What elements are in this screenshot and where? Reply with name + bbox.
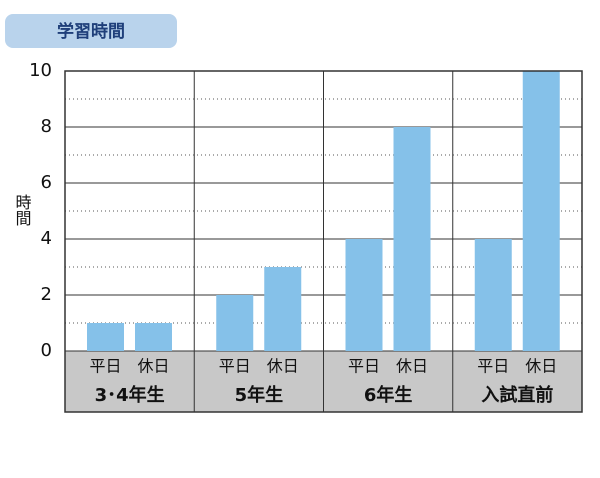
bar [87, 323, 124, 351]
bar [522, 71, 560, 351]
bar [474, 239, 512, 351]
title-box [5, 14, 177, 48]
x-tick-label: 入試直前 [481, 384, 553, 406]
series-label: 平日 [477, 357, 509, 376]
y-tick-label: 10 [29, 60, 52, 81]
bar [345, 239, 383, 351]
y-tick-label: 6 [41, 172, 52, 193]
bar [216, 295, 254, 351]
y-tick-label: 8 [41, 116, 52, 137]
y-tick-label: 0 [41, 340, 52, 361]
x-tick-label: 3･4年生 [95, 384, 165, 406]
chart-title: 学習時間 [57, 21, 125, 42]
bar [135, 323, 172, 351]
series-label: 休日 [267, 357, 299, 376]
series-label: 休日 [137, 357, 169, 376]
x-tick-label: 5年生 [235, 384, 284, 406]
series-label: 平日 [348, 357, 380, 376]
y-tick-label: 2 [41, 284, 52, 305]
y-axis-label: 時間 [13, 194, 32, 227]
bar [393, 127, 431, 351]
series-label: 休日 [396, 357, 428, 376]
series-label: 休日 [525, 357, 557, 376]
y-tick-label: 4 [41, 228, 52, 249]
bar [264, 267, 302, 351]
series-label: 平日 [219, 357, 251, 376]
x-tick-label: 6年生 [364, 384, 413, 406]
series-label: 平日 [89, 357, 121, 376]
plot-frame [64, 70, 583, 413]
